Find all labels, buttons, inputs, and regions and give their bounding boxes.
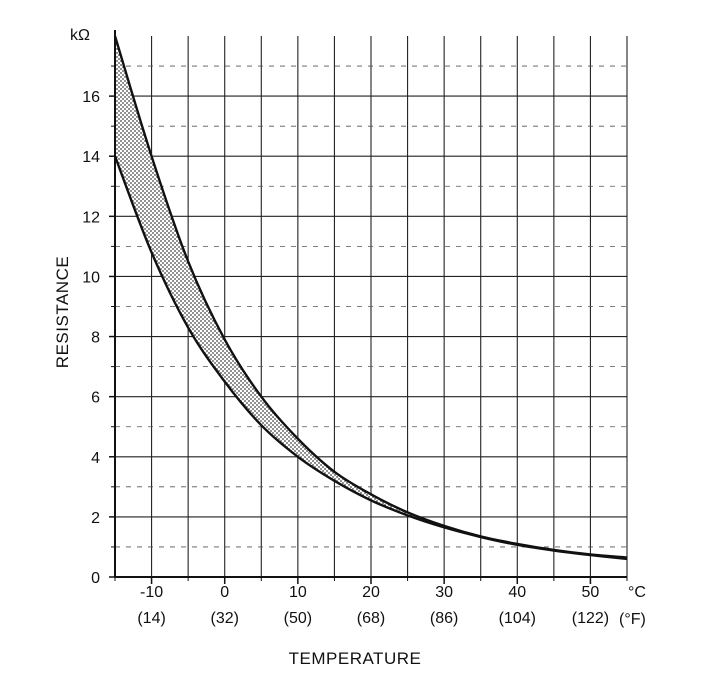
grid: [115, 36, 628, 577]
x-tick-label-fahrenheit: (122): [572, 610, 609, 627]
tick-labels: 0 2 4 6 8 10 12 14 16 -10 (14) 0 (32) 10 (50) 20 (68) 30 (…: [82, 89, 609, 627]
x-tick-label-celsius: 0: [220, 584, 229, 601]
x-tick-label-celsius: 40: [508, 584, 526, 601]
y-unit-label: kΩ: [70, 27, 90, 44]
x-tick-label-fahrenheit: (68): [357, 610, 385, 627]
y-tick-label: 10: [82, 269, 100, 286]
x-tick-label-celsius: 20: [362, 584, 380, 601]
x-tick-label-fahrenheit: (104): [499, 610, 536, 627]
x-tick-label-fahrenheit: (50): [284, 610, 312, 627]
y-tick-label: 8: [91, 330, 100, 347]
y-tick-label: 0: [91, 570, 100, 587]
x-tick-label-celsius: -10: [140, 584, 163, 601]
y-axis-title: RESISTANCE: [53, 256, 72, 368]
axes: [109, 30, 628, 584]
x-tick-label-celsius: 10: [289, 584, 307, 601]
y-tick-label: 6: [91, 390, 100, 407]
x-tick-label-fahrenheit: (86): [430, 610, 458, 627]
lower-resistance-curve: [113, 155, 628, 561]
x-unit-fahrenheit: (°F): [619, 611, 646, 628]
y-tick-label: 16: [82, 89, 100, 106]
x-tick-label-fahrenheit: (14): [137, 610, 165, 627]
x-unit-celsius: °C: [628, 584, 646, 601]
y-tick-label: 14: [82, 149, 100, 166]
y-tick-label: 4: [91, 450, 100, 467]
x-tick-label-celsius: 30: [435, 584, 453, 601]
y-tick-label: 12: [82, 209, 100, 226]
x-tick-label-fahrenheit: (32): [210, 610, 238, 627]
y-tick-label: 2: [91, 510, 100, 527]
x-tick-label-celsius: 50: [582, 584, 600, 601]
x-axis-title: TEMPERATURE: [289, 649, 422, 668]
